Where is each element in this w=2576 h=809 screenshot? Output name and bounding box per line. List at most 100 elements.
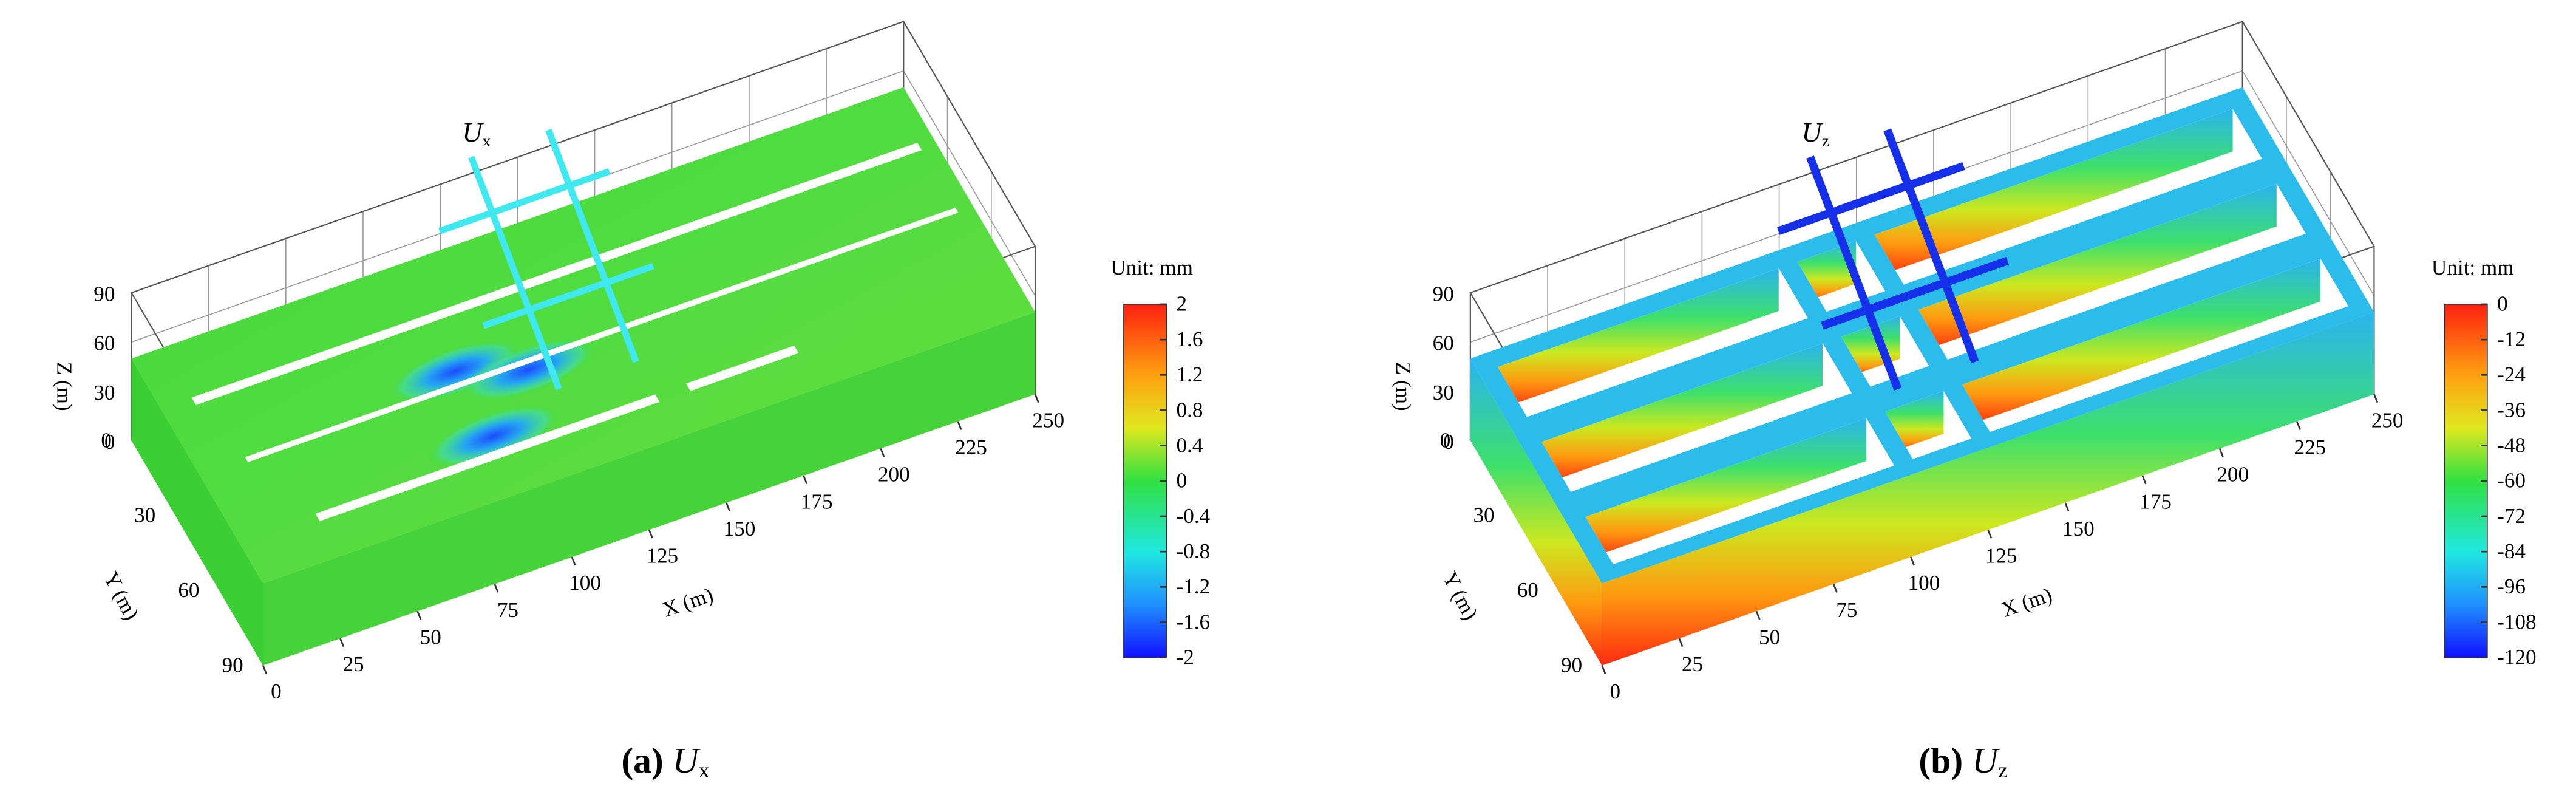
z-tick-label: 90 [1433, 282, 1454, 306]
x-tick-label: 150 [2062, 517, 2095, 541]
tick-mark [726, 502, 730, 511]
x-tick-label: 225 [2294, 435, 2326, 459]
tick-mark [1832, 584, 1838, 593]
inner-wall [1585, 418, 1867, 560]
panel: 0 25 50 75 100 125 150 175 200 225 250 0 30 60 90 0 30 60… [1392, 21, 2537, 782]
colorbar-tick-label: 2 [1176, 292, 1187, 316]
colorbar-tick-label: 0.8 [1176, 398, 1203, 422]
colorbar-title: Unit: mm [1110, 256, 1193, 279]
colorbar-tick-label: -60 [2497, 469, 2526, 493]
label: Uz [1801, 117, 1829, 150]
colorbar-tick-label: -36 [2497, 398, 2526, 422]
y-tick-label: 30 [1473, 503, 1494, 527]
x-tick-label: 125 [646, 544, 678, 568]
inner-wall [1918, 183, 2277, 353]
slot [191, 142, 922, 405]
x-tick-label: 75 [497, 598, 518, 622]
colorbar-tick-label: -12 [2497, 327, 2526, 351]
slot [245, 207, 959, 462]
slot [315, 394, 660, 522]
colorbar-tick-label: 0 [1176, 469, 1187, 493]
deformation-blob [463, 338, 595, 401]
symbol: U [673, 740, 701, 780]
y-tick-label: 30 [134, 503, 155, 527]
x-tick-label: 200 [2217, 463, 2249, 486]
colorbar [2444, 304, 2488, 658]
subscript: x [699, 758, 710, 782]
tick-mark [1987, 529, 1993, 539]
tick-mark [1034, 394, 1039, 403]
y-tick-label: 90 [1561, 654, 1582, 677]
z-tick-label: 60 [1433, 332, 1454, 355]
tick-mark [262, 665, 267, 674]
tick-mark [2064, 502, 2070, 511]
caption-letter: (b) [1918, 740, 1963, 780]
colorbar-tick-label: -0.4 [1176, 504, 1210, 528]
symbol: U [1972, 740, 2000, 780]
colorbar-tick-label: -84 [2497, 539, 2526, 563]
x-tick-label: 250 [2371, 408, 2404, 432]
inner-wall [1874, 109, 2233, 278]
x-tick-label: 25 [1682, 652, 1703, 676]
x-tick-label: 125 [1985, 544, 2017, 568]
tick-mark [1678, 638, 1684, 647]
y-axis-title: Y (m) [1438, 568, 1483, 624]
left-face [131, 358, 263, 666]
x-axis-title: X (m) [1999, 582, 2055, 622]
z-tick-label: 30 [93, 381, 115, 405]
tick-mark [648, 529, 653, 539]
front-face [263, 312, 1036, 666]
y-tick-label: 60 [178, 578, 199, 602]
colorbar-tick-label: -72 [2497, 504, 2526, 528]
tick-mark [416, 610, 422, 620]
colorbar-tick-label: -2 [1176, 646, 1194, 669]
subscript: z [1822, 131, 1829, 150]
x-tick-label: 200 [878, 463, 910, 486]
y-tick-label: 0 [101, 428, 112, 452]
colorbar-tick-label: -108 [2497, 610, 2536, 633]
tick-mark [2218, 448, 2224, 457]
colorbar-tick-label: -24 [2497, 363, 2526, 386]
colorbar-tick-label: 1.6 [1176, 327, 1203, 351]
inner-wall [1541, 343, 1823, 485]
y-tick-label: 0 [1440, 428, 1451, 452]
tick-mark [571, 556, 576, 566]
colorbar-tick-label: -48 [2497, 433, 2526, 457]
colorbar-tick-label: 1.2 [1176, 363, 1203, 386]
z-tick-label: 0 [104, 430, 115, 454]
symbol: U [1801, 117, 1823, 148]
label: (a) Ux [621, 740, 709, 782]
tick-mark [2373, 394, 2379, 403]
tick-mark [2296, 421, 2301, 430]
x-tick-label: 25 [342, 652, 364, 676]
x-tick-label: 225 [955, 435, 987, 459]
x-tick-label: 100 [569, 571, 601, 595]
strut [438, 168, 611, 234]
z-tick-label: 30 [1433, 381, 1454, 405]
colorbar-tick-label: -120 [2497, 646, 2536, 669]
x-tick-label: 175 [801, 490, 833, 513]
z-tick-label: 60 [93, 332, 115, 355]
strut [1883, 128, 1979, 364]
top-face [131, 87, 1036, 584]
x-tick-label: 50 [1759, 626, 1780, 649]
x-tick-label: 150 [724, 517, 756, 541]
deformation-blob [389, 340, 522, 403]
strut [1806, 155, 1902, 391]
space [1963, 740, 1972, 780]
strut [468, 155, 562, 391]
tick-mark [957, 421, 962, 430]
colorbar-tick-label: -96 [2497, 575, 2526, 598]
x-tick-label: 75 [1836, 598, 1857, 622]
strut [482, 263, 654, 329]
colorbar-tick-label: 0.4 [1176, 433, 1203, 457]
y-axis-title: Y (m) [99, 568, 144, 624]
colorbar-title: Unit: mm [2432, 256, 2514, 279]
z-tick-label: 90 [93, 282, 115, 306]
tick-mark [880, 448, 885, 457]
tick-mark [2141, 475, 2147, 485]
x-tick-label: 0 [1609, 680, 1620, 703]
tick-mark [339, 638, 345, 647]
